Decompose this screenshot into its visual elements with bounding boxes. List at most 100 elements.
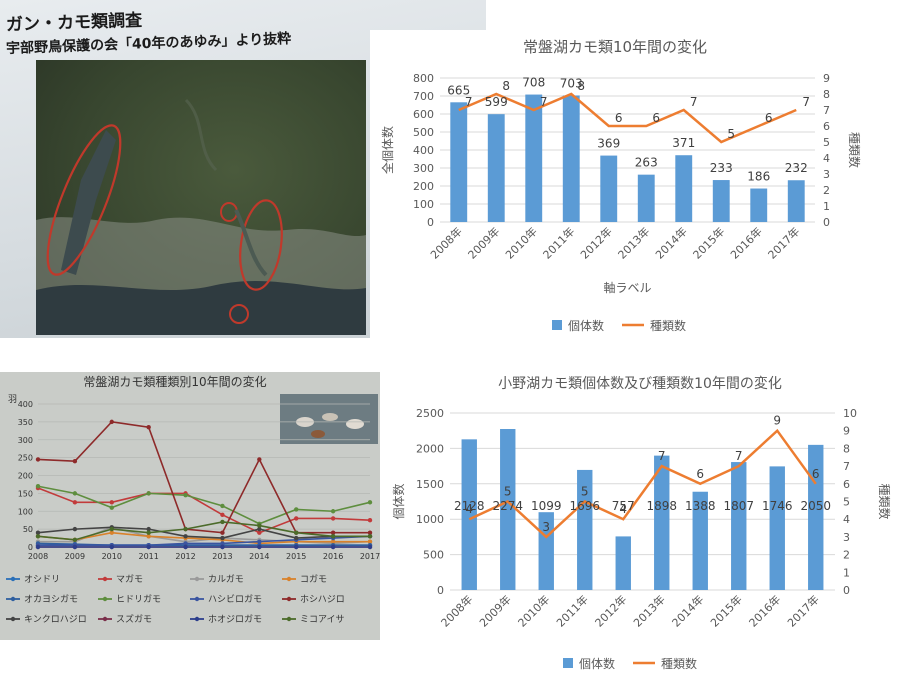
chart1-line-data-label: 7 xyxy=(690,95,698,109)
chart2-point xyxy=(183,541,188,546)
chart3-bar xyxy=(461,439,477,590)
chart1-x-tick-label: 2013年 xyxy=(615,224,652,261)
chart3-bar xyxy=(538,512,554,590)
chart1-x-tick-label: 2008年 xyxy=(427,224,464,261)
chart2-x-tick-label: 2011 xyxy=(138,552,158,561)
chart1-bar xyxy=(487,114,505,222)
chart3-y-tick-label: 2000 xyxy=(416,442,444,455)
chart2-point xyxy=(35,534,41,539)
chart1-line xyxy=(458,92,797,144)
chart3-y2-tick-label: 7 xyxy=(843,460,850,473)
chart3-line-data-label: 6 xyxy=(812,467,820,481)
chart2-x-tick-label: 2016 xyxy=(323,552,343,561)
chart1-x-tick-label: 2012年 xyxy=(577,224,614,261)
chart3-bar-data-label: 1898 xyxy=(646,499,677,513)
chart2-point xyxy=(367,539,373,544)
chart1-legend-swatch-bar xyxy=(552,320,562,330)
chart1-bar-data-label: 665 xyxy=(447,83,470,97)
chart2-point xyxy=(220,503,225,509)
chart2-point xyxy=(257,544,262,550)
chart1-bar-data-label: 369 xyxy=(597,137,620,151)
chart2-point xyxy=(109,526,114,532)
chart2-point xyxy=(330,516,336,521)
chart3-y2-axis-label: 種類数 xyxy=(877,483,892,519)
chart2-legend-label: キンクロハジロ xyxy=(24,614,87,625)
chart1-legend-label: 個体数 xyxy=(568,318,604,333)
chart2-point xyxy=(220,512,225,518)
chart2-legend-marker xyxy=(102,596,108,602)
chart1-line-data-label: 8 xyxy=(502,79,510,93)
chart1-y-tick-label: 100 xyxy=(413,198,434,211)
chart3-line xyxy=(468,428,817,539)
chart2-point xyxy=(72,544,78,550)
chart1-x-axis-label: 軸ラベル xyxy=(603,281,651,295)
chart1-bar xyxy=(787,180,805,222)
chart2-point xyxy=(35,484,41,489)
chart2-point xyxy=(183,544,188,550)
chart2-y-tick-label: 150 xyxy=(18,489,33,498)
chart2-series-line xyxy=(37,485,371,525)
chart1-y2-tick-label: 4 xyxy=(823,152,830,165)
chart3-bar-data-label: 1099 xyxy=(531,499,562,513)
chart2-point xyxy=(146,491,151,496)
chart3-line-data-label: 3 xyxy=(542,520,550,534)
chart2-title: 常盤湖カモ類種類別10年間の変化 xyxy=(83,374,266,389)
chart3-x-tick-label: 2017年 xyxy=(784,592,821,629)
chart1-y-tick-label: 0 xyxy=(427,216,434,229)
chart3-x-tick-label: 2013年 xyxy=(630,592,667,629)
chart3-x-tick-label: 2012年 xyxy=(592,592,629,629)
chart2-point xyxy=(146,425,151,430)
chart1-y-axis-label: 全個体数 xyxy=(380,126,395,174)
chart1-line-data-label: 7 xyxy=(465,95,473,109)
chart2-point xyxy=(367,544,373,550)
chart2-y-axis-label: 羽 xyxy=(8,394,17,405)
chart3-bar xyxy=(731,462,747,590)
chart3-x-tick-label: 2009年 xyxy=(476,592,513,629)
chart2-legend-label: オシドリ xyxy=(24,574,60,585)
chart3-line-data-label: 4 xyxy=(465,502,473,516)
chart1-y2-tick-label: 6 xyxy=(823,120,830,133)
chart2-y-tick-label: 0 xyxy=(28,543,33,552)
chart-tokiwa-species: 常盤湖カモ類種類別10年間の変化羽 0 50 100 150 200 250 300 350 40… xyxy=(0,372,380,640)
chart1-x-tick-label: 2017年 xyxy=(765,224,802,261)
chart3-bar-data-label: 1746 xyxy=(762,499,793,513)
chart2-point xyxy=(72,500,78,505)
chart3-title: 小野湖カモ類個体数及び種類数10年間の変化 xyxy=(498,375,782,392)
chart2-point xyxy=(330,544,336,550)
chart1-y-tick-label: 500 xyxy=(413,126,434,139)
chart2-legend-label: ホオジロガモ xyxy=(208,614,262,625)
chart2-point xyxy=(72,491,78,496)
chart2-legend-label: ミコアイサ xyxy=(300,614,345,625)
chart1-bar-data-label: 186 xyxy=(747,170,770,184)
chart2-point xyxy=(330,509,336,514)
chart2-y-tick-label: 100 xyxy=(18,507,33,516)
chart2-legend-marker xyxy=(194,616,200,622)
chart3-x-tick-label: 2015年 xyxy=(707,592,744,629)
chart2-legend-label: ハシビロガモ xyxy=(208,594,262,605)
chart3-bar-data-label: 2274 xyxy=(492,499,523,513)
chart1-bar-data-label: 599 xyxy=(485,95,508,109)
chart2-legend-label: コガモ xyxy=(300,574,327,585)
chart3-y2-tick-label: 6 xyxy=(843,478,850,491)
chart3-y-tick-label: 2500 xyxy=(416,407,444,420)
chart2-legend-label: スズガモ xyxy=(116,613,152,625)
chart3-y2-tick-label: 4 xyxy=(843,513,850,526)
chart2-point xyxy=(220,544,225,550)
chart3-legend-swatch-bar xyxy=(563,658,573,668)
chart3-x-tick-label: 2008年 xyxy=(438,592,475,629)
chart1-x-tick-label: 2010年 xyxy=(502,224,539,261)
chart1-x-tick-label: 2011年 xyxy=(540,224,577,261)
chart2-x-tick-label: 2012 xyxy=(175,552,195,561)
chart2-point xyxy=(72,459,78,464)
chart2-legend-label: カルガモ xyxy=(208,574,244,585)
chart3-y-tick-label: 1500 xyxy=(416,478,444,491)
chart1-bar xyxy=(712,180,730,222)
chart2-point xyxy=(257,523,262,528)
chart2-point xyxy=(183,492,188,498)
chart2-point xyxy=(220,541,225,546)
chart1-bar-data-label: 232 xyxy=(785,161,808,175)
chart1-line-data-label: 6 xyxy=(615,111,623,125)
chart3-y2-tick-label: 9 xyxy=(843,425,850,438)
chart2-point xyxy=(109,419,114,425)
chart2-x-tick-label: 2015 xyxy=(286,552,306,561)
